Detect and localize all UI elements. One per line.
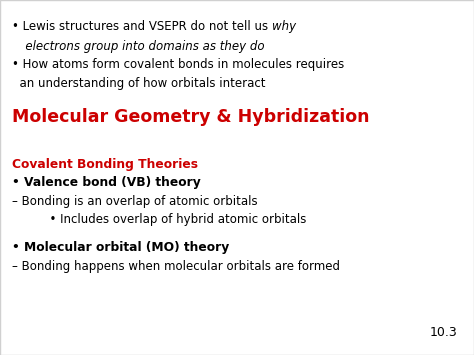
Text: • Valence bond (VB) theory: • Valence bond (VB) theory: [12, 176, 201, 189]
Text: electrons group into domains as they do: electrons group into domains as they do: [12, 40, 264, 53]
Text: an understanding of how orbitals interact: an understanding of how orbitals interac…: [12, 77, 265, 91]
Text: – Bonding is an overlap of atomic orbitals: – Bonding is an overlap of atomic orbita…: [12, 195, 257, 208]
Text: • How atoms form covalent bonds in molecules requires: • How atoms form covalent bonds in molec…: [12, 58, 344, 71]
Text: • Includes overlap of hybrid atomic orbitals: • Includes overlap of hybrid atomic orbi…: [12, 213, 306, 226]
Text: 10.3: 10.3: [429, 326, 457, 339]
Text: • Molecular orbital (MO) theory: • Molecular orbital (MO) theory: [12, 241, 229, 255]
Text: – Bonding happens when molecular orbitals are formed: – Bonding happens when molecular orbital…: [12, 260, 340, 273]
Text: Covalent Bonding Theories: Covalent Bonding Theories: [12, 158, 198, 171]
Text: Molecular Geometry & Hybridization: Molecular Geometry & Hybridization: [12, 108, 369, 126]
Text: why: why: [272, 20, 296, 33]
Text: • Lewis structures and VSEPR do not tell us: • Lewis structures and VSEPR do not tell…: [12, 20, 272, 33]
